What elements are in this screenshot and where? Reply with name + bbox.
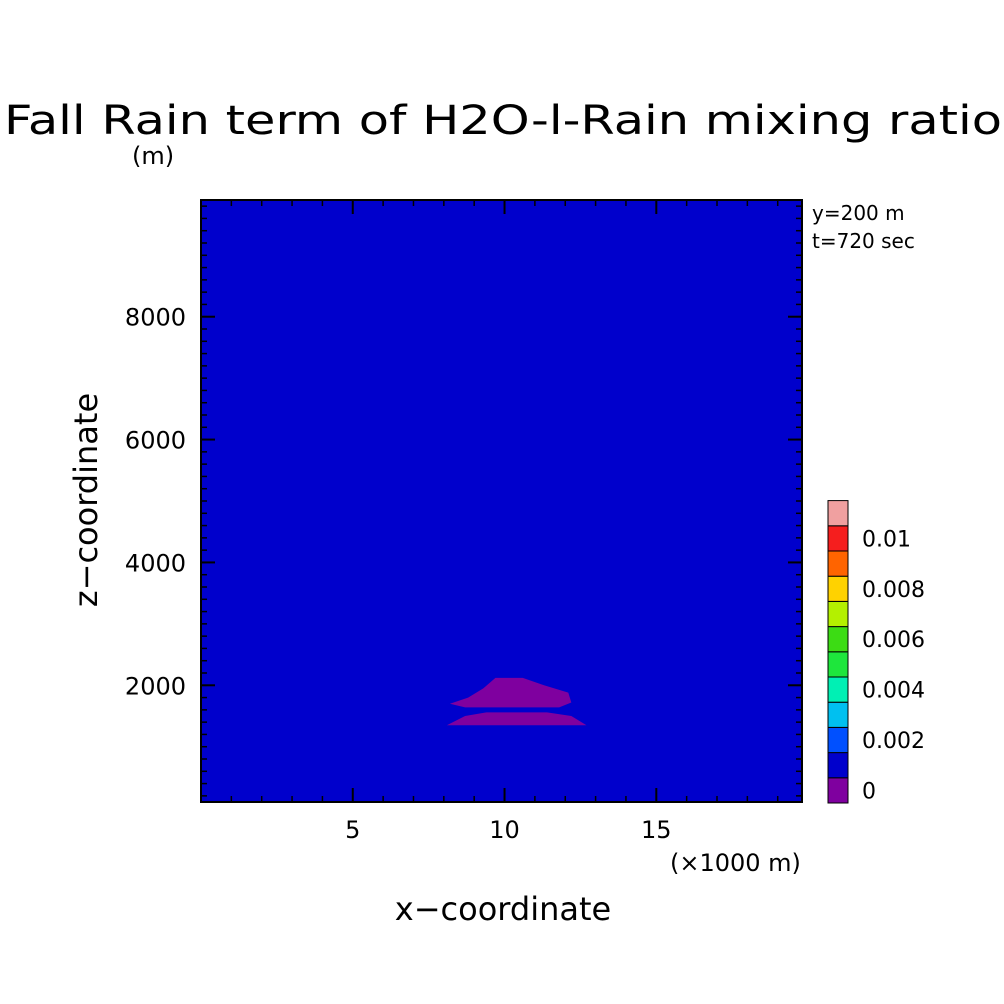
colorbar-swatch xyxy=(827,752,849,779)
y-tick-label: 6000 xyxy=(125,427,186,455)
x-axis-label: x−coordinate xyxy=(395,890,611,928)
chart-title: Fall Rain term of H2O-l-Rain mixing rati… xyxy=(4,98,1002,144)
colorbar-swatch xyxy=(827,777,849,804)
x-tick-label: 15 xyxy=(641,816,672,844)
x-axis-unit: (×1000 m) xyxy=(670,849,801,877)
y-tick-label: 4000 xyxy=(125,549,186,577)
x-tick-label: 5 xyxy=(345,816,360,844)
contour-region-below-zero xyxy=(449,677,572,708)
colorbar-swatch xyxy=(827,626,849,653)
annotation-time: t=720 sec xyxy=(812,229,915,253)
colorbar: 0 0.002 0.004 0.006 0.008 0.01 xyxy=(827,500,925,804)
colorbar-label: 0.004 xyxy=(862,679,925,704)
y-tick-label: 2000 xyxy=(125,672,186,700)
annotation-y-position: y=200 m xyxy=(812,201,905,225)
plot-area: 5 10 15 2000 4000 6000 8000 xyxy=(125,199,803,844)
colorbar-label: 0.006 xyxy=(862,628,925,653)
colorbar-swatch xyxy=(827,600,849,628)
colorbar-swatch xyxy=(827,701,849,728)
colorbar-label: 0.008 xyxy=(862,578,925,603)
colorbar-swatch xyxy=(827,525,849,552)
colorbar-swatch xyxy=(827,575,849,602)
colorbar-swatch xyxy=(827,676,849,703)
plot-background xyxy=(201,200,802,802)
colorbar-label: 0.01 xyxy=(862,527,911,552)
contour-region-below-zero xyxy=(446,712,587,726)
colorbar-swatch xyxy=(827,550,849,577)
colorbar-label: 0 xyxy=(862,779,876,804)
y-axis-unit: (m) xyxy=(132,142,174,170)
x-tick-label: 10 xyxy=(489,816,520,844)
colorbar-swatch xyxy=(827,726,849,754)
y-tick-label: 8000 xyxy=(125,304,186,332)
colorbar-swatch xyxy=(827,500,849,527)
colorbar-label: 0.002 xyxy=(862,729,925,754)
colorbar-swatch xyxy=(827,651,849,678)
y-axis-label: z−coordinate xyxy=(67,393,105,607)
